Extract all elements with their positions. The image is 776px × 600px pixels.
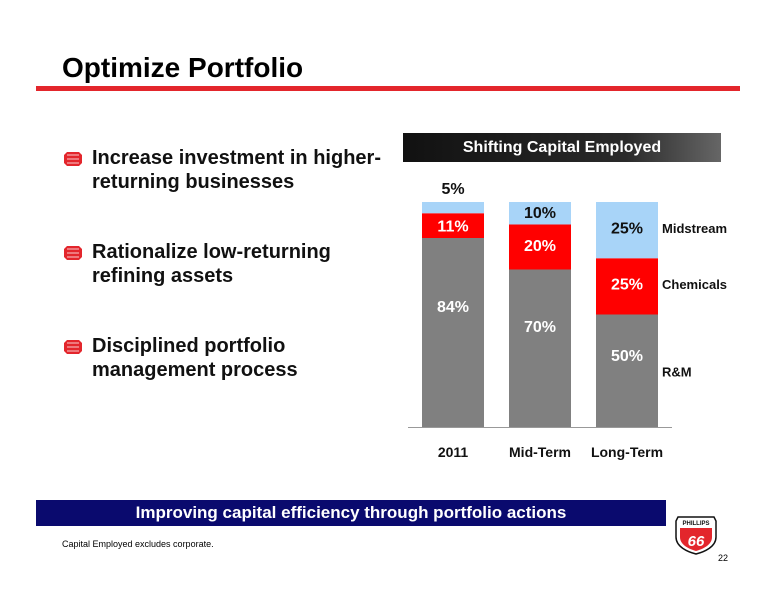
data-label: 70% — [524, 319, 556, 336]
bar-segment-chemicals — [596, 258, 658, 315]
bullet-item: Disciplined portfolio management process — [62, 334, 392, 382]
bar-segment-chemicals — [422, 213, 484, 238]
data-label: 11% — [437, 219, 468, 236]
data-label: 50% — [611, 348, 643, 365]
summary-banner: Improving capital efficiency through por… — [36, 500, 666, 526]
x-tick-label: Mid-Term — [509, 444, 571, 460]
data-label: 25% — [611, 277, 643, 294]
red-bullet-icon — [64, 246, 82, 260]
phillips-66-logo: PHILLIPS 66 — [675, 516, 717, 555]
svg-text:66: 66 — [688, 533, 705, 550]
page-number: 22 — [718, 553, 729, 563]
chart-header: Shifting Capital Employed — [403, 133, 721, 162]
bullet-item: Increase investment in higher-returning … — [62, 146, 392, 194]
bar-segment-midstream — [509, 202, 571, 225]
bullet-text: Increase investment in higher-returning … — [92, 147, 381, 193]
data-label: 5% — [441, 181, 464, 198]
legend-label: R&M — [662, 364, 692, 379]
x-tick-label: Long-Term — [591, 444, 663, 460]
bar-segment-midstream — [422, 202, 484, 214]
data-label: 20% — [524, 238, 556, 255]
red-bullet-icon — [64, 152, 82, 166]
bullet-list: Increase investment in higher-returning … — [62, 146, 392, 382]
legend-label: Chemicals — [662, 277, 727, 292]
bar-segment-rm — [596, 314, 658, 427]
data-label: 10% — [524, 205, 556, 222]
legend-label: Midstream — [662, 221, 727, 236]
title-rule — [36, 86, 740, 91]
bar-segment-chemicals — [509, 224, 571, 270]
footnote: Capital Employed excludes corporate. — [62, 539, 214, 549]
bar-segment-midstream — [596, 202, 658, 259]
x-tick-label: 2011 — [438, 444, 469, 460]
bar-segment-rm — [509, 269, 571, 427]
red-bullet-icon — [64, 340, 82, 354]
stacked-bar-chart: 84% 11% 5% 2011 70% 20% 10% Mid-Term 50% 25% 25% Lo… — [408, 181, 727, 460]
svg-text:PHILLIPS: PHILLIPS — [682, 521, 709, 527]
bullet-text: Rationalize low-returning refining asset… — [92, 241, 331, 287]
page-title: Optimize Portfolio — [62, 52, 304, 83]
bar-segment-rm — [422, 238, 484, 427]
bullet-text: Disciplined portfolio management process — [92, 335, 298, 381]
data-label: 84% — [437, 299, 469, 316]
bullet-item: Rationalize low-returning refining asset… — [62, 240, 392, 288]
data-label: 25% — [611, 220, 643, 237]
